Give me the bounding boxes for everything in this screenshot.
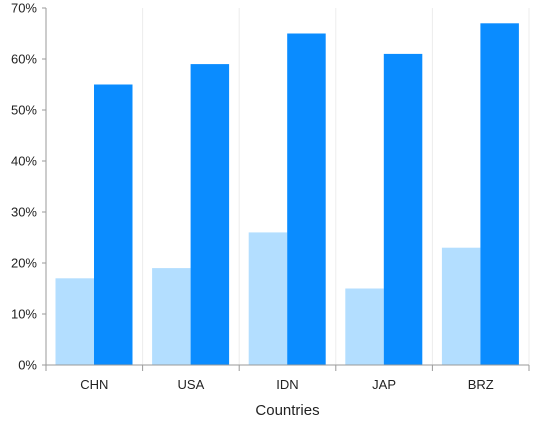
x-tick-label-brz: BRZ [468, 377, 494, 392]
bar-usa-series-2 [190, 64, 230, 365]
bar-usa-series-1 [152, 268, 191, 365]
y-tick-label: 70% [11, 1, 37, 16]
y-tick-label: 10% [11, 307, 37, 322]
x-axis-ticks: CHN USA IDN JAP BRZ [45, 365, 530, 392]
x-tick-label-jap: JAP [372, 377, 396, 392]
y-tick-label: 20% [11, 256, 37, 271]
y-tick-label: 30% [11, 205, 37, 220]
y-tick-label: 40% [11, 154, 37, 169]
bar-brz-series-2 [480, 23, 519, 366]
y-tick-label: 0% [18, 358, 37, 373]
bar-jap-series-1 [345, 288, 384, 365]
bar-idn-series-2 [287, 33, 326, 365]
axes [45, 8, 529, 366]
x-tick-label-chn: CHN [80, 377, 108, 392]
y-tick-label: 60% [11, 52, 37, 67]
y-tick-label: 50% [11, 103, 37, 118]
bar-chn-series-2 [94, 84, 133, 365]
y-axis-ticks: 0% 10% 20% 30% 40% 50% 60% 70% [11, 1, 46, 373]
bar-brz-series-1 [441, 247, 481, 365]
bar-idn-series-1 [248, 232, 288, 365]
x-tick-label-usa: USA [178, 377, 205, 392]
bar-chn-series-1 [55, 278, 94, 365]
gridlines [142, 8, 530, 365]
bars [55, 23, 519, 366]
x-tick-label-idn: IDN [276, 377, 298, 392]
bar-jap-series-2 [383, 53, 423, 366]
x-axis-title: Countries [255, 402, 319, 419]
